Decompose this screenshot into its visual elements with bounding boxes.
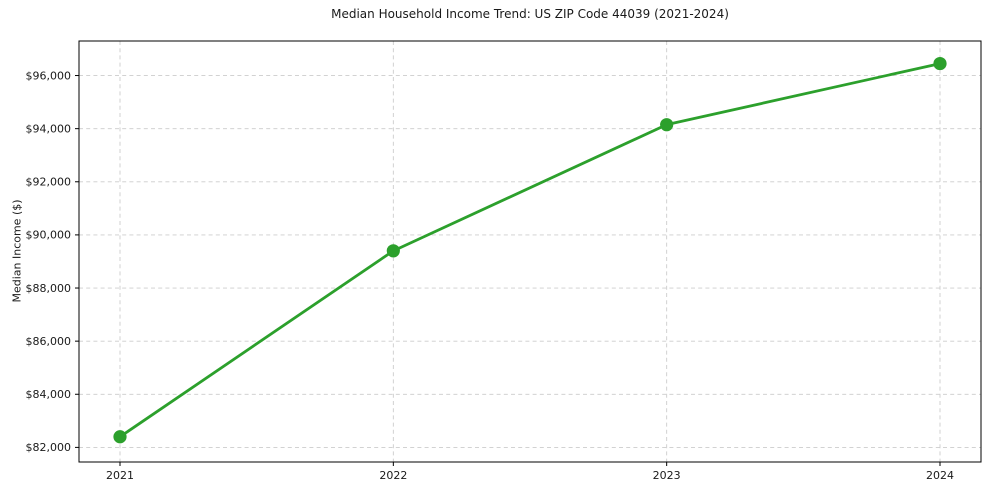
x-tick-label: 2023 [653, 469, 681, 482]
data-point-marker [660, 118, 674, 132]
y-tick-label: $82,000 [26, 441, 72, 454]
y-tick-label: $84,000 [26, 388, 72, 401]
y-tick-label: $86,000 [26, 335, 72, 348]
x-tick-label: 2024 [926, 469, 954, 482]
chart-title: Median Household Income Trend: US ZIP Co… [331, 7, 729, 21]
y-tick-label: $94,000 [26, 122, 72, 135]
data-point-marker [113, 430, 127, 444]
data-point-marker [386, 244, 400, 258]
x-tick-label: 2021 [106, 469, 134, 482]
data-line [118, 62, 942, 439]
y-tick-label: $96,000 [26, 69, 72, 82]
y-tick-label: $90,000 [26, 229, 72, 242]
data-point-marker [933, 56, 947, 71]
x-tick-label: 2022 [379, 469, 407, 482]
y-axis-label: Median Income ($) [10, 199, 24, 303]
y-tick-label: $88,000 [26, 282, 72, 295]
plot-border [78, 40, 982, 463]
y-tick-label: $92,000 [26, 176, 72, 189]
